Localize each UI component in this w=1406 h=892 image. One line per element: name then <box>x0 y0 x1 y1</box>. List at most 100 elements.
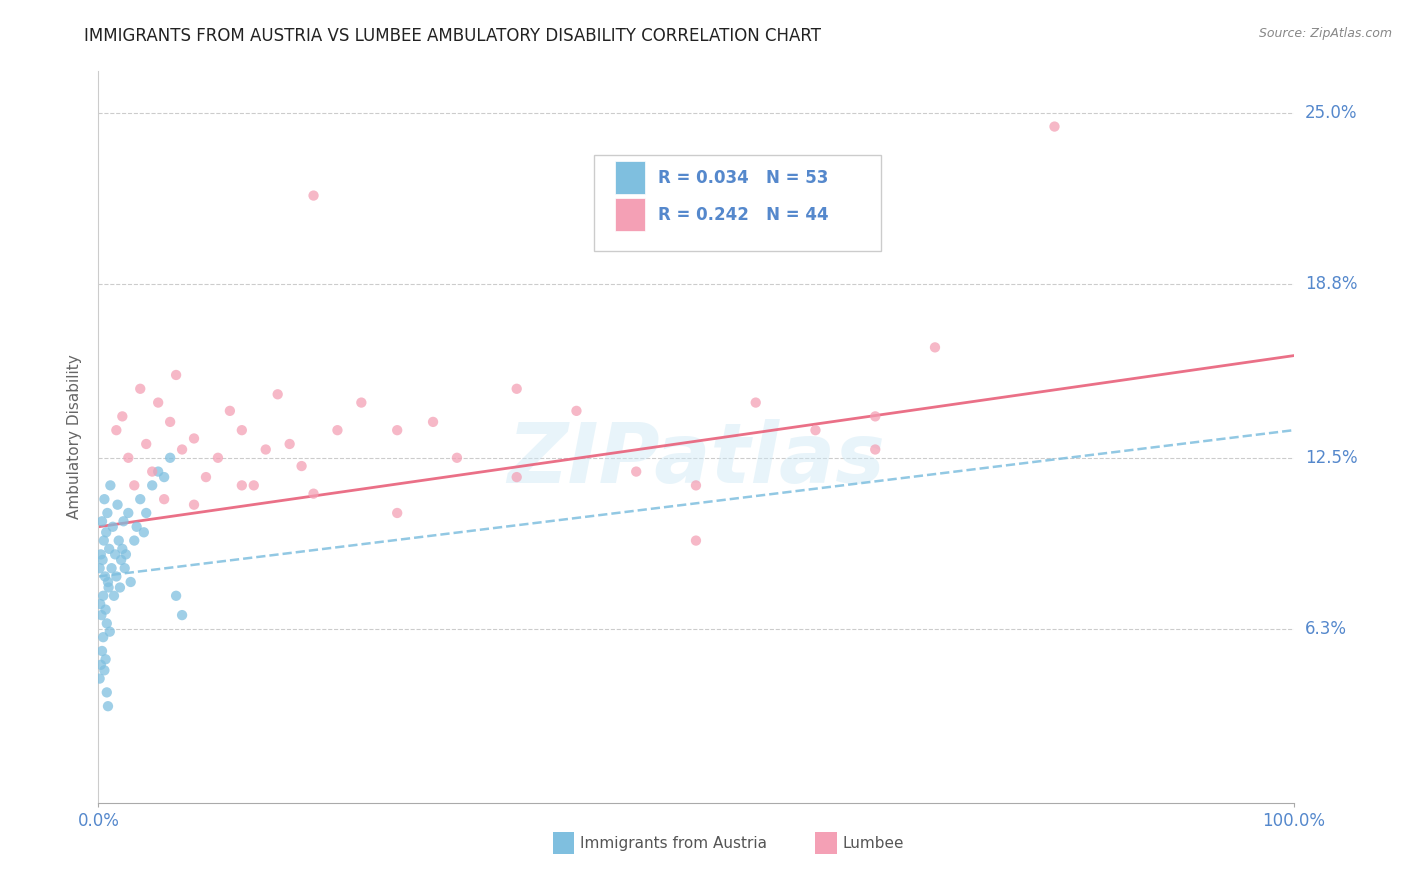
Text: IMMIGRANTS FROM AUSTRIA VS LUMBEE AMBULATORY DISABILITY CORRELATION CHART: IMMIGRANTS FROM AUSTRIA VS LUMBEE AMBULA… <box>84 27 821 45</box>
Point <box>446 450 468 465</box>
Point <box>124 478 146 492</box>
Text: ZIPatlas: ZIPatlas <box>508 418 884 500</box>
Point <box>148 465 170 479</box>
Bar <box>815 832 837 854</box>
Point <box>90 608 112 623</box>
FancyBboxPatch shape <box>595 155 882 251</box>
Text: Source: ZipAtlas.com: Source: ZipAtlas.com <box>1258 27 1392 40</box>
Point <box>207 450 229 465</box>
Point <box>96 685 118 699</box>
Text: 6.3%: 6.3% <box>1305 620 1347 638</box>
Point <box>97 581 120 595</box>
Point <box>107 498 129 512</box>
Point <box>117 506 139 520</box>
Point <box>804 423 827 437</box>
Point <box>91 589 114 603</box>
Point <box>267 387 290 401</box>
Point <box>231 423 253 437</box>
Point <box>924 340 946 354</box>
Point <box>124 533 146 548</box>
Point <box>101 520 124 534</box>
Point <box>422 415 444 429</box>
Point <box>159 450 181 465</box>
Point <box>89 672 111 686</box>
Point <box>104 548 127 562</box>
Point <box>745 395 768 409</box>
Point <box>91 514 114 528</box>
Point <box>94 569 117 583</box>
Point <box>172 608 194 623</box>
Point <box>129 382 152 396</box>
Point <box>93 533 115 548</box>
Point <box>195 470 218 484</box>
Point <box>91 644 114 658</box>
Point <box>105 423 128 437</box>
Point <box>114 561 136 575</box>
Point <box>291 458 314 473</box>
Point <box>90 548 112 562</box>
Point <box>231 478 253 492</box>
Point <box>243 478 266 492</box>
Point <box>129 492 152 507</box>
Point <box>132 525 155 540</box>
Point <box>685 478 707 492</box>
Point <box>94 602 117 616</box>
Point <box>117 450 139 465</box>
Text: R = 0.242   N = 44: R = 0.242 N = 44 <box>658 206 828 224</box>
Point <box>219 404 242 418</box>
Point <box>165 368 187 382</box>
Text: R = 0.034   N = 53: R = 0.034 N = 53 <box>658 169 828 187</box>
Text: Immigrants from Austria: Immigrants from Austria <box>581 836 768 851</box>
Bar <box>614 198 644 231</box>
Point <box>135 506 157 520</box>
Point <box>96 506 118 520</box>
Point <box>278 437 301 451</box>
Point <box>565 404 588 418</box>
Point <box>89 561 111 575</box>
Point <box>108 581 131 595</box>
Bar <box>614 161 644 194</box>
Point <box>93 492 115 507</box>
Point <box>865 409 887 424</box>
Point <box>94 652 117 666</box>
Point <box>183 432 205 446</box>
Point <box>254 442 277 457</box>
Point <box>153 492 176 507</box>
Point <box>326 423 349 437</box>
Point <box>98 624 121 639</box>
Point <box>183 498 205 512</box>
Point <box>141 478 163 492</box>
Point <box>97 699 120 714</box>
Point <box>626 465 648 479</box>
Point <box>105 569 128 583</box>
Point <box>103 589 125 603</box>
Point <box>112 514 135 528</box>
Y-axis label: Ambulatory Disability: Ambulatory Disability <box>67 355 83 519</box>
Point <box>506 382 529 396</box>
Point <box>385 423 409 437</box>
Point <box>97 574 120 589</box>
Point <box>89 597 111 611</box>
Point <box>91 630 114 644</box>
Point <box>172 442 194 457</box>
Point <box>107 533 129 548</box>
Point <box>302 486 325 500</box>
Point <box>385 506 409 520</box>
Point <box>111 541 134 556</box>
Point <box>148 395 170 409</box>
Bar <box>553 832 574 854</box>
Point <box>90 657 112 672</box>
Text: Lumbee: Lumbee <box>844 836 904 851</box>
Point <box>141 465 163 479</box>
Point <box>153 470 176 484</box>
Point <box>96 525 118 540</box>
Point <box>111 409 134 424</box>
Point <box>100 561 122 575</box>
Point <box>93 663 115 677</box>
Point <box>135 437 157 451</box>
Point <box>165 589 187 603</box>
Point <box>1043 120 1066 134</box>
Point <box>506 470 529 484</box>
Text: 18.8%: 18.8% <box>1305 275 1357 293</box>
Point <box>115 548 138 562</box>
